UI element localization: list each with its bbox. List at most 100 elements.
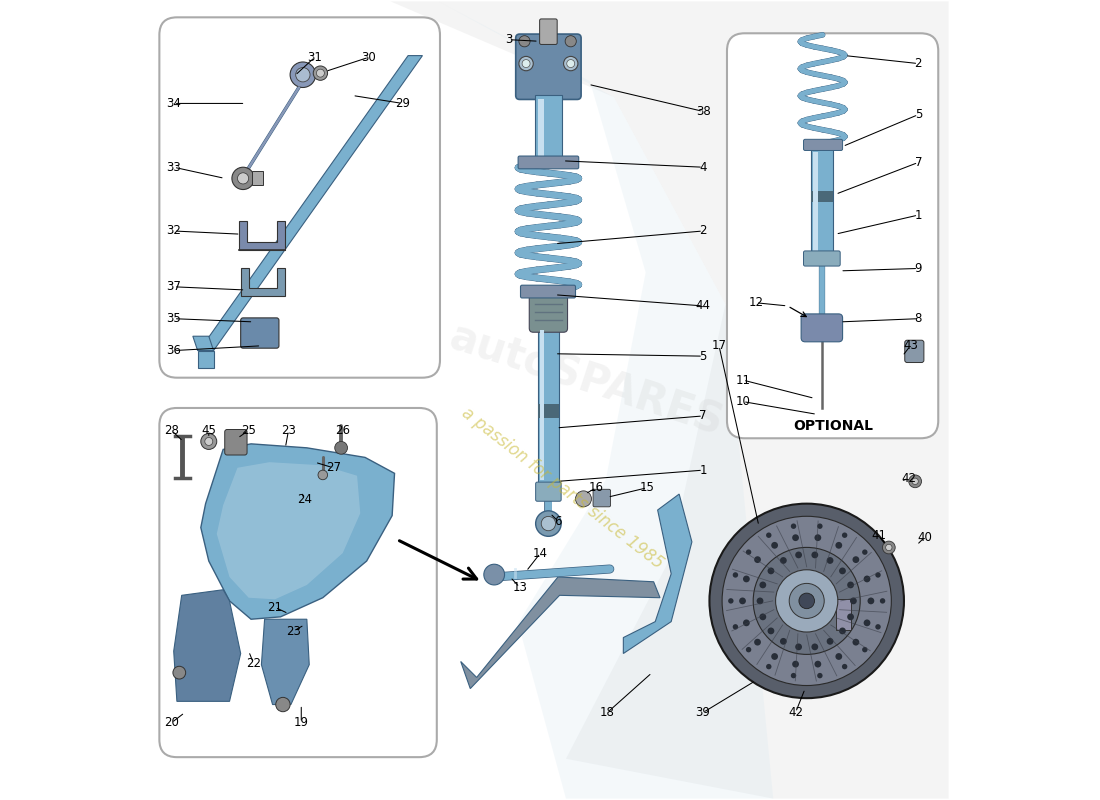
FancyBboxPatch shape — [905, 340, 924, 362]
Circle shape — [839, 627, 846, 634]
Text: 16: 16 — [588, 481, 604, 494]
Text: 15: 15 — [640, 481, 654, 494]
Circle shape — [766, 664, 771, 670]
Text: 2: 2 — [700, 225, 707, 238]
FancyBboxPatch shape — [520, 286, 575, 298]
Text: a passion for parts since 1985: a passion for parts since 1985 — [458, 403, 667, 572]
Polygon shape — [535, 95, 562, 162]
FancyBboxPatch shape — [224, 430, 248, 455]
Circle shape — [835, 542, 843, 549]
FancyBboxPatch shape — [160, 18, 440, 378]
Text: 3: 3 — [505, 33, 513, 46]
Circle shape — [847, 614, 854, 620]
Text: 32: 32 — [166, 225, 182, 238]
Circle shape — [276, 698, 290, 712]
Polygon shape — [390, 2, 948, 798]
FancyBboxPatch shape — [801, 314, 843, 342]
Circle shape — [742, 575, 750, 582]
Circle shape — [789, 583, 824, 618]
Text: 19: 19 — [294, 716, 309, 730]
Text: 20: 20 — [164, 716, 179, 730]
Polygon shape — [538, 404, 559, 418]
Text: 12: 12 — [748, 296, 763, 310]
FancyBboxPatch shape — [536, 482, 561, 502]
Circle shape — [776, 570, 838, 632]
Circle shape — [318, 470, 328, 480]
Text: 44: 44 — [695, 299, 711, 313]
Text: 24: 24 — [297, 493, 312, 506]
Circle shape — [817, 673, 823, 678]
Circle shape — [812, 643, 818, 650]
Text: 17: 17 — [712, 339, 726, 352]
Circle shape — [814, 661, 822, 667]
Circle shape — [864, 619, 870, 626]
Polygon shape — [813, 152, 818, 252]
Circle shape — [792, 534, 799, 541]
Circle shape — [519, 36, 530, 47]
Polygon shape — [624, 494, 692, 654]
Circle shape — [876, 572, 881, 578]
Text: 37: 37 — [166, 280, 182, 294]
Circle shape — [780, 638, 786, 645]
Circle shape — [862, 550, 868, 555]
Circle shape — [814, 534, 822, 541]
Circle shape — [780, 557, 786, 564]
Text: 8: 8 — [914, 312, 922, 325]
Circle shape — [792, 661, 799, 667]
Circle shape — [519, 56, 534, 70]
Circle shape — [541, 516, 556, 530]
Text: 25: 25 — [241, 424, 256, 437]
Polygon shape — [538, 326, 559, 484]
Circle shape — [757, 598, 763, 604]
Circle shape — [880, 598, 886, 604]
Text: 41: 41 — [871, 529, 886, 542]
Circle shape — [876, 624, 881, 630]
Circle shape — [746, 550, 751, 555]
Polygon shape — [174, 590, 241, 702]
Text: 13: 13 — [513, 581, 527, 594]
Text: 38: 38 — [695, 105, 711, 118]
Circle shape — [864, 575, 870, 582]
Text: 14: 14 — [532, 546, 548, 559]
Circle shape — [733, 624, 738, 630]
Polygon shape — [538, 98, 543, 159]
Circle shape — [722, 516, 891, 686]
Text: 21: 21 — [267, 601, 283, 614]
Text: 22: 22 — [246, 657, 261, 670]
Polygon shape — [217, 462, 361, 599]
Circle shape — [205, 438, 212, 446]
Circle shape — [766, 533, 771, 538]
Circle shape — [812, 551, 818, 558]
Text: 31: 31 — [307, 50, 322, 64]
Circle shape — [317, 69, 324, 77]
Circle shape — [850, 598, 857, 604]
Text: 6: 6 — [554, 514, 562, 528]
Circle shape — [868, 598, 875, 604]
Text: 1: 1 — [700, 464, 707, 477]
Circle shape — [826, 557, 834, 564]
FancyBboxPatch shape — [803, 139, 843, 150]
Text: 1: 1 — [914, 209, 922, 222]
FancyBboxPatch shape — [518, 156, 579, 169]
Circle shape — [912, 478, 918, 485]
Circle shape — [710, 504, 904, 698]
Polygon shape — [262, 619, 309, 705]
Circle shape — [201, 434, 217, 450]
FancyBboxPatch shape — [516, 34, 581, 99]
Polygon shape — [461, 577, 660, 689]
FancyBboxPatch shape — [529, 290, 568, 332]
Circle shape — [334, 442, 348, 454]
FancyBboxPatch shape — [540, 19, 558, 45]
Text: 39: 39 — [695, 706, 711, 719]
Text: 7: 7 — [914, 156, 922, 169]
Polygon shape — [241, 269, 285, 296]
Circle shape — [728, 598, 734, 604]
Polygon shape — [540, 330, 544, 480]
Circle shape — [739, 598, 746, 604]
Text: 5: 5 — [914, 108, 922, 121]
Text: 23: 23 — [282, 424, 296, 437]
Circle shape — [791, 673, 796, 678]
Text: 27: 27 — [326, 462, 341, 474]
Circle shape — [842, 533, 847, 538]
Text: autoSPARES: autoSPARES — [443, 316, 728, 444]
